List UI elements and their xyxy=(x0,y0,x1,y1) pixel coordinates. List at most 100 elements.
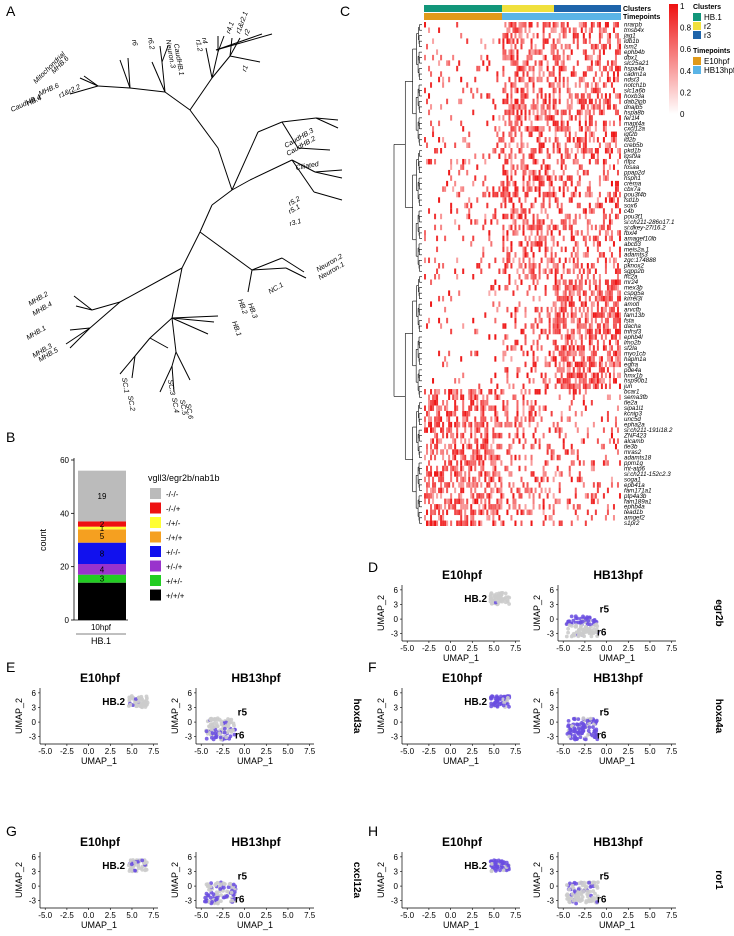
heatmap-cell xyxy=(578,504,581,510)
heatmap-cell xyxy=(560,219,563,225)
heatmap-cell xyxy=(540,175,543,181)
heatmap-cell xyxy=(528,389,531,395)
heatmap-cell xyxy=(584,131,587,138)
heatmap-cell xyxy=(564,350,567,357)
umap-title-e10: E10hpf xyxy=(442,568,483,582)
heatmap-cell xyxy=(430,416,433,422)
heatmap-cell xyxy=(430,158,433,165)
heatmap-cell xyxy=(486,427,489,433)
heatmap-cell xyxy=(556,197,559,203)
heatmap-cell xyxy=(522,328,525,335)
heatmap-cell xyxy=(516,432,519,439)
heatmap-cell xyxy=(518,104,521,110)
heatmap-cell xyxy=(566,175,569,181)
heatmap-cell xyxy=(588,54,591,61)
heatmap-cell xyxy=(544,164,547,170)
heatmap-gene-label: nrarpb xyxy=(624,22,642,29)
heatmap-cell xyxy=(590,372,593,379)
heatmap-cell xyxy=(486,421,489,428)
heatmap-cell xyxy=(560,410,563,417)
heatmap-cell xyxy=(492,191,495,198)
heatmap-cell xyxy=(522,432,525,439)
umap-x-tick: 0.0 xyxy=(83,747,95,756)
heatmap-cell xyxy=(530,224,533,231)
heatmap-cell xyxy=(548,104,551,110)
heatmap-cell xyxy=(614,131,617,138)
heatmap-cell xyxy=(562,438,565,444)
heatmap-cell xyxy=(426,43,429,50)
heatmap-cell xyxy=(516,186,519,192)
heatmap-cell xyxy=(568,295,571,302)
heatmap-cell xyxy=(608,43,611,50)
heatmap-cell xyxy=(580,372,583,379)
heatmap-cell xyxy=(464,202,467,209)
timepoint-bar-hb13 xyxy=(502,13,621,20)
heatmap-cell xyxy=(596,257,599,264)
heatmap-cell xyxy=(504,284,507,291)
umap-y-tick: 3 xyxy=(32,867,37,876)
heatmap-cell xyxy=(498,284,501,291)
heatmap-cell xyxy=(588,208,591,214)
umap-cell-point xyxy=(577,722,582,727)
umap-y-tick: -3 xyxy=(391,630,399,639)
bar-group-label: HB.1 xyxy=(91,636,111,646)
heatmap-cell xyxy=(618,323,621,329)
heatmap-cell xyxy=(520,421,523,428)
heatmap-cell xyxy=(570,350,573,357)
clusters-bar-title: Clusters xyxy=(623,6,651,13)
heatmap-cell xyxy=(476,498,479,505)
heatmap-cell xyxy=(520,164,523,170)
heatmap-cell xyxy=(452,394,455,400)
heatmap-cell xyxy=(484,498,487,505)
umap-cell-point xyxy=(578,735,583,740)
heatmap-cell xyxy=(600,306,603,313)
heatmap-cell xyxy=(612,22,615,28)
heatmap-cell xyxy=(456,274,459,280)
heatmap-cell xyxy=(562,383,565,390)
heatmap-cell xyxy=(586,186,589,192)
heatmap-cell xyxy=(566,334,569,340)
heatmap-cell xyxy=(436,400,439,406)
heatmap-cell xyxy=(568,290,571,296)
heatmap-cell xyxy=(534,148,537,154)
heatmap-cell xyxy=(546,22,549,28)
heatmap-cell xyxy=(476,65,479,72)
heatmap-cell xyxy=(586,263,589,269)
heatmap-cell xyxy=(440,54,443,61)
heatmap-cell xyxy=(546,104,549,110)
heatmap-cell xyxy=(600,383,603,390)
heatmap-cell xyxy=(486,482,489,488)
heatmap-cell xyxy=(458,520,461,526)
heatmap-cell xyxy=(552,54,555,61)
heatmap-cell xyxy=(600,416,603,422)
heatmap-cell xyxy=(510,60,513,66)
heatmap-cell xyxy=(612,378,615,384)
heatmap-cell xyxy=(458,509,461,516)
heatmap-cell xyxy=(516,49,519,55)
heatmap-cell xyxy=(456,416,459,422)
heatmap-cell xyxy=(606,394,609,400)
heatmap-cell xyxy=(596,438,599,444)
heatmap-cell xyxy=(530,323,533,329)
umap-cluster-label-r5: r5 xyxy=(600,707,610,718)
heatmap-cell xyxy=(616,213,619,220)
heatmap-cell xyxy=(524,487,527,494)
heatmap-cell xyxy=(470,504,473,510)
heatmap-cell xyxy=(614,137,617,143)
heatmap-cell xyxy=(480,465,483,472)
umap-y-tick: 3 xyxy=(394,703,399,712)
heatmap-cell xyxy=(600,43,603,50)
heatmap-cell xyxy=(558,367,561,373)
heatmap-cell xyxy=(504,169,507,176)
heatmap-cell xyxy=(584,334,587,340)
heatmap-cell xyxy=(594,120,597,127)
heatmap-cell xyxy=(554,120,557,127)
heatmap-cell xyxy=(578,115,581,121)
heatmap-cell xyxy=(572,449,575,455)
heatmap-gene-label: mapt4a xyxy=(624,120,645,127)
heatmap-cell xyxy=(566,361,569,368)
umap-cell-point xyxy=(207,887,211,892)
heatmap-cell xyxy=(566,137,569,143)
heatmap-cell xyxy=(460,476,463,483)
heatmap-cell xyxy=(554,323,557,329)
